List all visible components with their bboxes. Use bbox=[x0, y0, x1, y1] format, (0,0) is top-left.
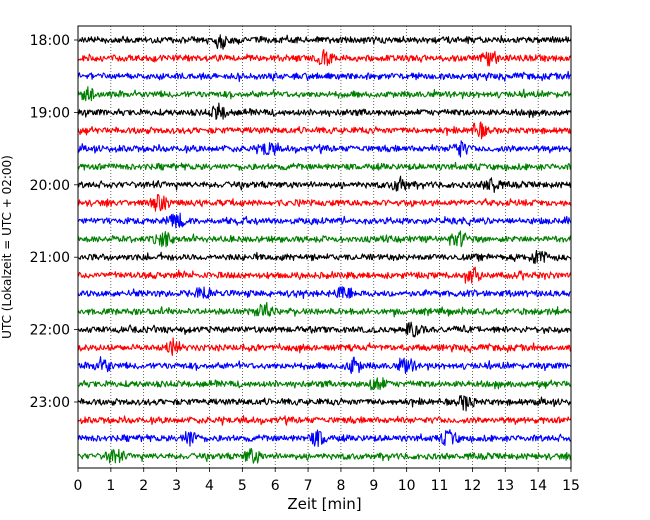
trace-2245 bbox=[77, 377, 572, 391]
x-tick-label-15: 15 bbox=[562, 478, 580, 494]
x-axis-ticks: 0 1 2 3 4 5 6 7 8 9 10 11 12 13 14 15 bbox=[74, 468, 580, 494]
trace-2100 bbox=[77, 249, 572, 265]
trace-2115 bbox=[77, 266, 572, 284]
trace-2230 bbox=[77, 356, 572, 375]
y-tick-label-2200: 22:00 bbox=[30, 323, 70, 339]
trace-2330 bbox=[77, 429, 572, 448]
trace-2145 bbox=[77, 301, 572, 318]
x-tick-label-6: 6 bbox=[271, 478, 280, 494]
trace-2215 bbox=[77, 337, 572, 356]
x-tick-label-7: 7 bbox=[304, 478, 313, 494]
trace-2045 bbox=[77, 230, 572, 248]
x-tick-label-4: 4 bbox=[205, 478, 214, 494]
x-tick-label-8: 8 bbox=[336, 478, 345, 494]
x-tick-label-11: 11 bbox=[431, 478, 449, 494]
y-tick-label-2000: 20:00 bbox=[30, 178, 70, 194]
y-tick-label-1900: 19:00 bbox=[30, 105, 70, 121]
x-tick-label-9: 9 bbox=[369, 478, 378, 494]
trace-1945 bbox=[77, 161, 572, 172]
y-tick-label-2300: 23:00 bbox=[30, 395, 70, 411]
x-tick-label-13: 13 bbox=[496, 478, 514, 494]
trace-2300 bbox=[77, 394, 572, 412]
x-tick-label-10: 10 bbox=[398, 478, 416, 494]
x-tick-label-3: 3 bbox=[172, 478, 181, 494]
x-tick-label-12: 12 bbox=[463, 478, 481, 494]
y-axis-label: UTC (Lokalzeit = UTC + 02:00) bbox=[0, 155, 14, 339]
trace-1845 bbox=[77, 86, 572, 102]
trace-1830 bbox=[77, 70, 572, 83]
x-tick-label-2: 2 bbox=[139, 478, 148, 494]
seismogram-traces bbox=[77, 34, 572, 464]
trace-1815 bbox=[77, 49, 572, 67]
x-tick-label-0: 0 bbox=[74, 478, 83, 494]
trace-2015 bbox=[77, 193, 572, 212]
trace-2200 bbox=[77, 321, 572, 338]
x-axis-label: Zeit [min] bbox=[287, 495, 361, 513]
trace-2315 bbox=[77, 415, 572, 426]
trace-1930 bbox=[77, 140, 572, 158]
trace-1915 bbox=[77, 121, 572, 140]
x-tick-label-5: 5 bbox=[238, 478, 247, 494]
y-tick-label-2100: 21:00 bbox=[30, 250, 70, 266]
trace-2030 bbox=[77, 212, 572, 229]
trace-2000 bbox=[77, 175, 572, 194]
plot-frame bbox=[77, 25, 572, 469]
trace-2345 bbox=[77, 447, 572, 464]
x-tick-label-14: 14 bbox=[529, 478, 547, 494]
y-axis-ticks: 18:00 19:00 20:00 21:00 22:00 23:00 bbox=[30, 33, 78, 411]
trace-2130 bbox=[77, 286, 572, 299]
trace-1800 bbox=[77, 34, 572, 50]
y-tick-label-1800: 18:00 bbox=[30, 33, 70, 49]
trace-1900 bbox=[77, 102, 572, 120]
x-tick-label-1: 1 bbox=[106, 478, 115, 494]
